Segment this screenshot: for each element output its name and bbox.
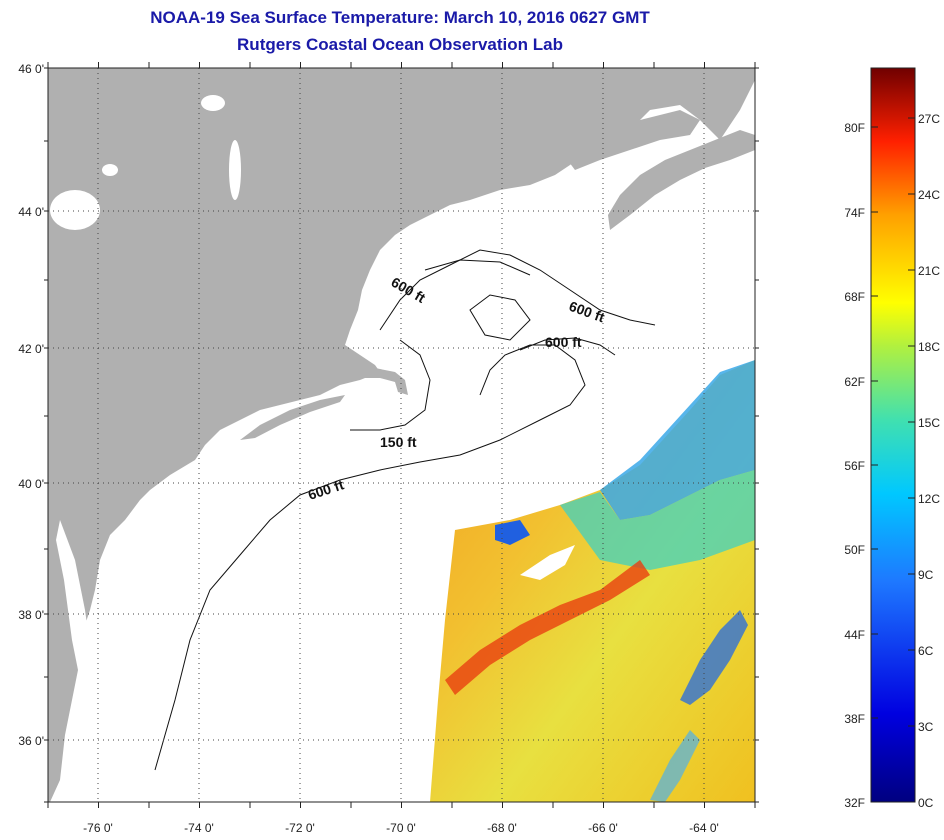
lon-tick-label: -68 0' (487, 821, 517, 835)
lat-tick-label: 44 0' (18, 205, 44, 219)
colorbar-ticks (871, 117, 915, 803)
colorbar-c-label: 15C (918, 416, 940, 430)
land-us-mainland (48, 68, 755, 802)
lat-tick-label: 40 0' (18, 477, 44, 491)
lat-tick-label: 42 0' (18, 342, 44, 356)
colorbar-f-label: 50F (844, 543, 865, 557)
lat-tick-label: 38 0' (18, 608, 44, 622)
lake-ontario (50, 190, 100, 230)
colorbar-gradient (870, 67, 916, 803)
lon-tick-label: -66 0' (588, 821, 618, 835)
colorbar-f-label: 38F (844, 712, 865, 726)
colorbar-f-label: 80F (844, 121, 865, 135)
lake-1 (201, 95, 225, 111)
lake-2 (102, 164, 118, 176)
colorbar-c-label: 3C (918, 720, 934, 734)
lon-tick-label: -70 0' (386, 821, 416, 835)
map-subtitle: Rutgers Coastal Ocean Observation Lab (237, 35, 563, 54)
sst-blue-streak-2 (650, 730, 700, 802)
land-cape-cod (352, 368, 408, 395)
colorbar-c-label: 24C (918, 188, 940, 202)
colorbar-f-label: 44F (844, 628, 865, 642)
lake-champlain (229, 140, 241, 200)
lon-tick-label: -76 0' (83, 821, 113, 835)
contour-label-150ft: 150 ft (380, 434, 417, 450)
colorbar-c-label: 6C (918, 644, 934, 658)
colorbar-c-label: 18C (918, 340, 940, 354)
colorbar-f-labels: 80F 74F 68F 62F 56F 50F 44F 38F 32F (844, 121, 865, 810)
chesapeake-bay (56, 520, 105, 740)
sst-warm-streak (445, 560, 650, 695)
land-nova-scotia (608, 130, 755, 230)
colorbar-c-label: 12C (918, 492, 940, 506)
colorbar-f-label: 56F (844, 459, 865, 473)
land-maine-canada (560, 110, 700, 170)
land-long-island (240, 395, 345, 440)
sst-cold-patch (495, 520, 530, 545)
axis-ticks (44, 62, 759, 808)
colorbar-c-label: 27C (918, 112, 940, 126)
sst-cool-band (600, 360, 755, 520)
map-title: NOAA-19 Sea Surface Temperature: March 1… (150, 8, 650, 27)
lat-tick-label: 46 0' (18, 62, 44, 76)
colorbar-c-label: 0C (918, 796, 934, 810)
contour-label-600ft: 600 ft (545, 334, 582, 350)
longitude-axis: -76 0' -74 0' -72 0' -70 0' -68 0' -66 0… (83, 821, 719, 835)
lat-tick-label: 36 0' (18, 734, 44, 748)
colorbar-f-label: 74F (844, 206, 865, 220)
colorbar-f-label: 68F (844, 290, 865, 304)
colorbar-c-label: 21C (918, 264, 940, 278)
cloud-gap (520, 545, 575, 580)
colorbar-c-labels: 27C 24C 21C 18C 15C 12C 9C 6C 3C 0C (918, 112, 940, 810)
latitude-axis: 46 0' 44 0' 42 0' 40 0' 38 0' 36 0' (18, 62, 44, 748)
bathymetry-contours (154, 249, 656, 771)
colorbar: 80F 74F 68F 62F 56F 50F 44F 38F 32F 27C … (844, 67, 940, 810)
colorbar-f-label: 62F (844, 375, 865, 389)
lon-tick-label: -72 0' (285, 821, 315, 835)
lon-tick-label: -74 0' (184, 821, 214, 835)
sst-blue-streak (680, 610, 748, 705)
colorbar-f-label: 32F (844, 796, 865, 810)
delaware-bay (110, 560, 140, 620)
lon-tick-label: -64 0' (689, 821, 719, 835)
colorbar-c-label: 9C (918, 568, 934, 582)
sst-teal-band (560, 470, 755, 570)
